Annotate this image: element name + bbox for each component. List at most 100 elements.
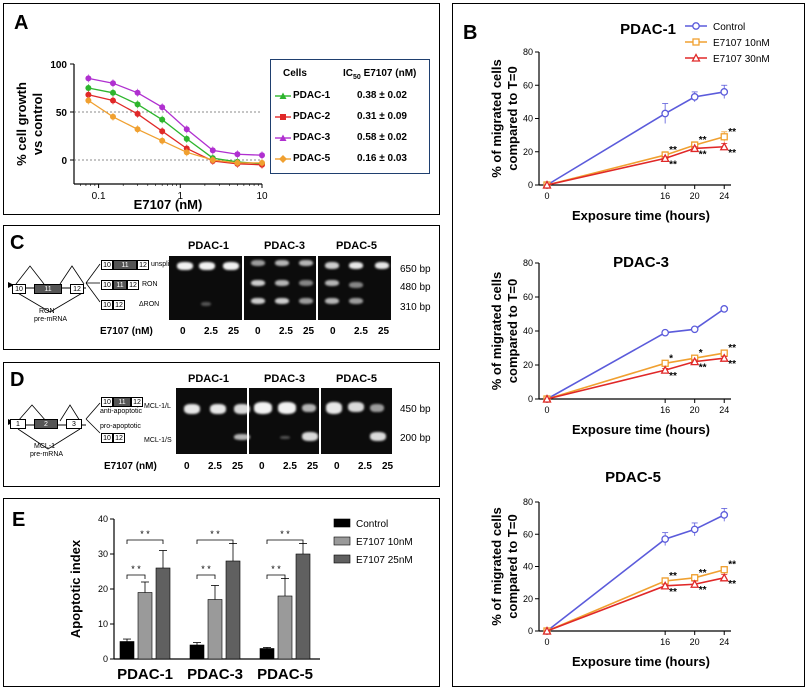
dose-label: 2.5	[358, 461, 372, 472]
y-label-line: % of migrated cells	[489, 59, 504, 177]
x-tick-label: 0.1	[92, 191, 106, 202]
iso-dron-10: 10	[101, 300, 113, 310]
data-point	[661, 109, 670, 118]
bar	[119, 641, 135, 660]
legend-symbol	[279, 155, 287, 163]
ron-pre-label2: pre-mRNA	[34, 316, 68, 323]
legend-swatch-icon	[333, 554, 351, 564]
significance-mark: **	[669, 587, 677, 598]
iso-ron-12: 12	[127, 280, 139, 290]
x-tick-label: PDAC-1	[117, 666, 173, 683]
data-point	[690, 325, 699, 334]
significance-mark: *	[669, 353, 673, 364]
ic50-value: 0.31 ± 0.09	[357, 111, 407, 122]
ic50-row: PDAC-1 0.38 ± 0.02	[271, 88, 429, 104]
legend-marker-icon	[691, 53, 701, 62]
gel-band	[278, 402, 296, 414]
ic50-row: PDAC-5 0.16 ± 0.03	[271, 151, 429, 167]
data-point	[134, 101, 141, 108]
legend-label: E7107 25nM	[356, 555, 413, 566]
y-tick-label: 20	[98, 584, 108, 594]
x-tick-label: 10	[256, 191, 268, 202]
y-label-line: compared to T=0	[505, 66, 520, 170]
legend-marker-icon	[692, 38, 700, 46]
mcl-l-label: MCL-1/L	[144, 403, 171, 410]
sig-label: * *	[201, 564, 211, 574]
data-point	[109, 113, 116, 120]
legend-marker-icon	[275, 155, 291, 163]
y-tick-label: 40	[523, 562, 533, 572]
panel-c: C 10 11 12 RON pre-mRNA 10 11 12 unsplic…	[3, 225, 440, 350]
significance-mark: **	[728, 359, 736, 370]
x-tick-label: 24	[719, 405, 729, 415]
x-tick-label: 20	[690, 191, 700, 201]
series-line-pdac-5	[88, 99, 262, 164]
panel-label-a: A	[14, 12, 29, 34]
data-point	[209, 157, 216, 163]
data-point	[690, 525, 699, 534]
data-point	[690, 579, 700, 588]
gel-band	[275, 280, 289, 286]
y-tick-label: 40	[523, 114, 533, 124]
gel-band	[302, 404, 316, 412]
isoform-arrows	[85, 263, 101, 303]
x-tick-label: 0	[544, 405, 549, 415]
x-tick-label: PDAC-3	[187, 666, 243, 683]
ic50-header-ic: IC	[343, 68, 353, 79]
legend-symbol	[279, 92, 287, 99]
y-tick-label: 60	[523, 529, 533, 539]
gel-band	[177, 262, 193, 270]
data-point	[234, 159, 241, 166]
bar	[259, 648, 275, 660]
legend-symbol	[279, 134, 287, 141]
x-tick-label: 1	[178, 191, 184, 202]
gel-band	[234, 404, 250, 414]
mcl-exon-3: 3	[66, 419, 82, 429]
series-line-pdac-1	[88, 87, 263, 165]
significance-mark: **	[669, 159, 677, 170]
y-tick-label: 0	[528, 626, 533, 636]
y-tick-label: 80	[523, 47, 533, 57]
data-point	[159, 104, 166, 111]
dose-label: 2.5	[283, 461, 297, 472]
migration-chart-pdac1: 0 20 40 60 80 0 16 20 24 Exposure time (hours) PDA…	[489, 21, 770, 223]
migration-chart-pdac3: 0 20 40 60 80 0 16 20 24 Exposure time (hours) PDA…	[489, 254, 736, 437]
legend-label: E7107 10nM	[713, 38, 770, 49]
significance-mark: **	[669, 145, 677, 156]
bar	[137, 592, 153, 660]
y-axis-label: Apoptotic index	[68, 539, 83, 638]
gel-band	[326, 402, 342, 414]
gel-band	[199, 262, 215, 270]
legend-label: E7107 10nM	[356, 537, 413, 548]
dose-label: 0	[255, 326, 261, 337]
dose-label: 0	[330, 326, 336, 337]
dose-label: 2.5	[354, 326, 368, 337]
data-point	[720, 88, 729, 96]
iso-unspliced-label: unsplic.	[151, 261, 175, 268]
x-axis-label: Exposure time (hours)	[572, 208, 710, 223]
y-label-line: compared to T=0	[505, 279, 520, 383]
gel-band	[210, 404, 226, 414]
bar	[277, 595, 293, 660]
data-point	[109, 97, 116, 104]
gel-band	[254, 402, 272, 414]
y-tick-label: 10	[98, 619, 108, 629]
ic50-cell: PDAC-3	[293, 132, 331, 143]
mcl-isoform-arrows	[85, 402, 101, 434]
ic50-value: 0.58 ± 0.02	[357, 132, 407, 143]
gel-c-size-3: 310 bp	[400, 302, 431, 313]
y-tick-label: 0	[61, 156, 67, 167]
gel-band	[280, 436, 290, 439]
data-point	[660, 580, 670, 590]
legend-marker-icon	[275, 92, 291, 99]
sig-label: * *	[271, 564, 281, 574]
x-tick-label: 0	[544, 191, 549, 201]
data-point	[234, 151, 241, 158]
gel-band	[349, 262, 363, 269]
data-point	[183, 126, 190, 133]
significance-mark: **	[669, 571, 677, 582]
growth-chart: 0 50 100 0.1 1 10 E7107 (nM) % cell growthvs co…	[14, 60, 268, 212]
data-point	[720, 133, 728, 141]
dose-label: 2.5	[279, 326, 293, 337]
migration-chart-pdac5: 0 20 40 60 80 0 16 20 24 Exposure time (hours) PDA…	[489, 469, 736, 669]
